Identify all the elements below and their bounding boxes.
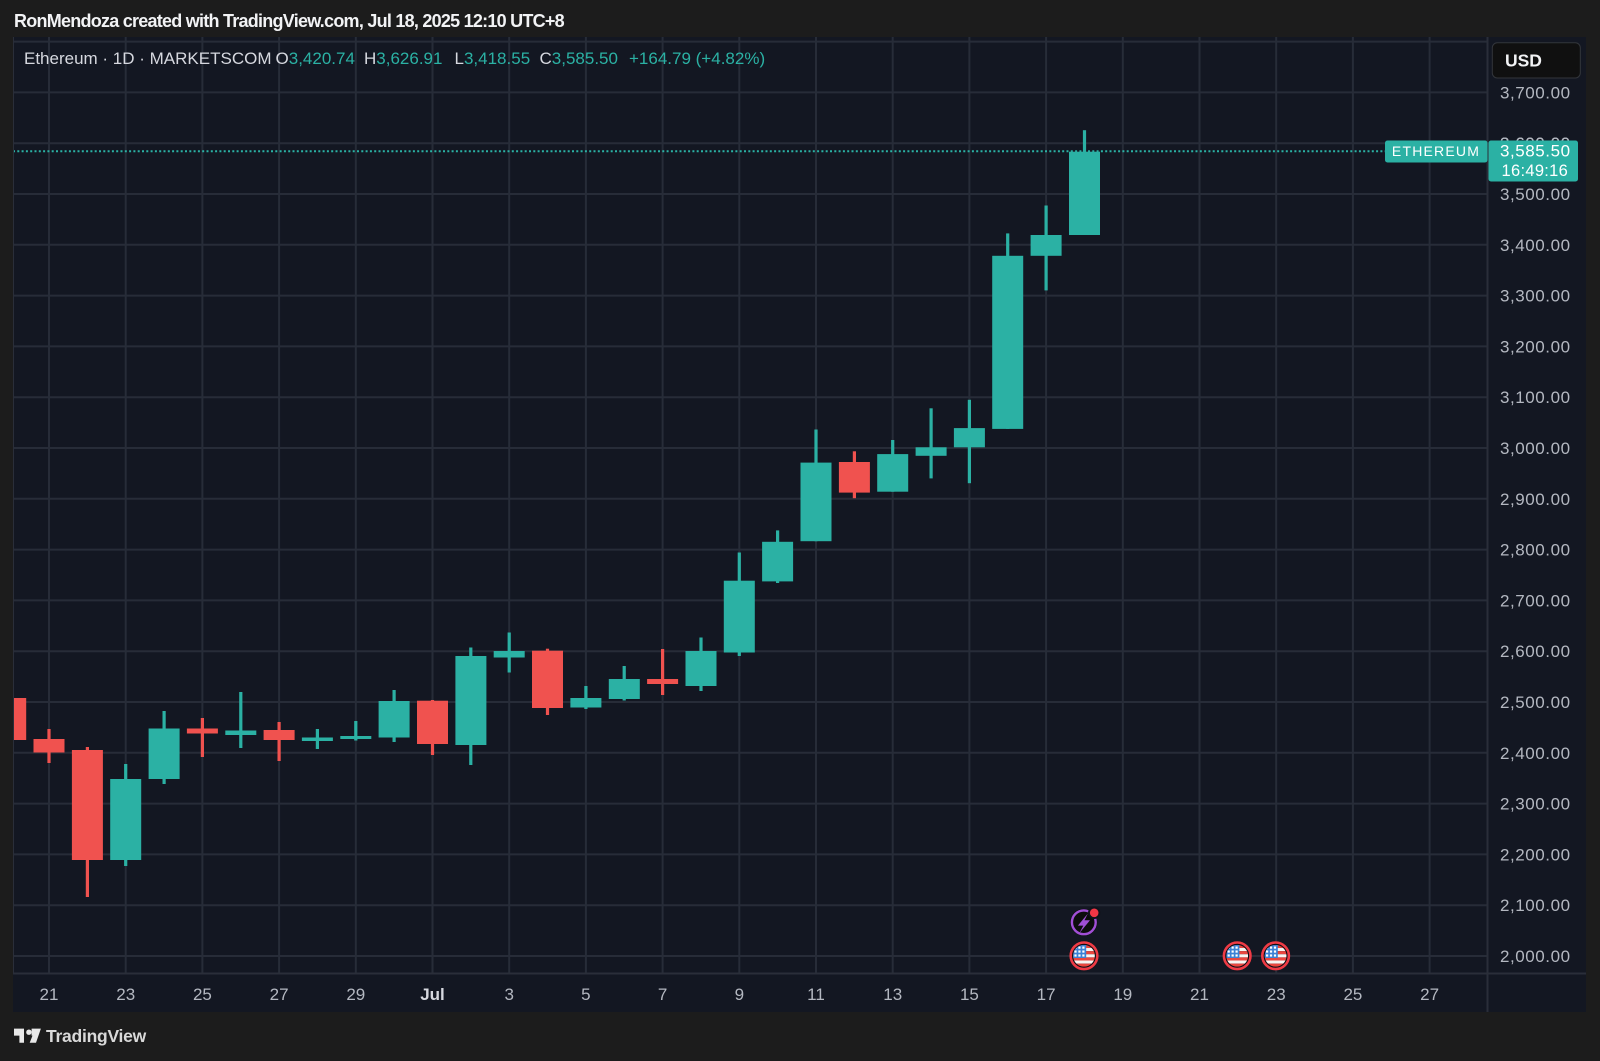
svg-text:15: 15: [960, 985, 979, 1004]
svg-text:3,400.00: 3,400.00: [1500, 236, 1571, 255]
svg-text:3,500.00: 3,500.00: [1500, 185, 1571, 204]
svg-text:11: 11: [807, 985, 825, 1004]
svg-text:2,400.00: 2,400.00: [1500, 744, 1571, 763]
svg-text:23: 23: [1267, 985, 1286, 1004]
svg-text:2,300.00: 2,300.00: [1500, 795, 1571, 814]
svg-text:25: 25: [1343, 985, 1362, 1004]
svg-text:USD: USD: [1505, 51, 1542, 71]
svg-text:3,585.50: 3,585.50: [1500, 142, 1571, 161]
svg-text:+164.79 (+4.82%): +164.79 (+4.82%): [629, 49, 765, 68]
svg-text:3: 3: [504, 985, 513, 1004]
svg-text:H3,626.91: H3,626.91: [364, 49, 442, 68]
svg-text:21: 21: [1190, 985, 1209, 1004]
svg-text:7: 7: [658, 985, 667, 1004]
svg-text:C3,585.50: C3,585.50: [540, 49, 618, 68]
svg-text:21: 21: [40, 985, 59, 1004]
svg-text:O3,420.74: O3,420.74: [276, 49, 355, 68]
svg-text:27: 27: [270, 985, 289, 1004]
svg-text:27: 27: [1420, 985, 1439, 1004]
svg-text:2,900.00: 2,900.00: [1500, 490, 1571, 509]
svg-text:19: 19: [1113, 985, 1132, 1004]
svg-text:23: 23: [116, 985, 135, 1004]
svg-text:16:49:16: 16:49:16: [1502, 162, 1569, 180]
svg-text:ETHEREUM: ETHEREUM: [1392, 143, 1480, 159]
svg-text:2,600.00: 2,600.00: [1500, 642, 1571, 661]
svg-text:3,100.00: 3,100.00: [1500, 388, 1571, 407]
svg-text:17: 17: [1037, 985, 1056, 1004]
svg-text:29: 29: [346, 985, 365, 1004]
svg-text:2,700.00: 2,700.00: [1500, 591, 1571, 610]
svg-text:2,000.00: 2,000.00: [1500, 947, 1571, 966]
svg-text:3,200.00: 3,200.00: [1500, 337, 1571, 356]
svg-text:3,700.00: 3,700.00: [1500, 83, 1571, 102]
svg-text:Jul: Jul: [420, 985, 445, 1004]
svg-text:5: 5: [581, 985, 590, 1004]
svg-text:3,300.00: 3,300.00: [1500, 287, 1571, 306]
svg-text:2,200.00: 2,200.00: [1500, 845, 1571, 864]
svg-text:2,500.00: 2,500.00: [1500, 693, 1571, 712]
svg-text:25: 25: [193, 985, 212, 1004]
svg-text:3,000.00: 3,000.00: [1500, 439, 1571, 458]
svg-text:2,800.00: 2,800.00: [1500, 541, 1571, 560]
svg-text:13: 13: [883, 985, 902, 1004]
svg-text:2,100.00: 2,100.00: [1500, 896, 1571, 915]
svg-text:Ethereum · 1D · MARKETSCOM: Ethereum · 1D · MARKETSCOM: [24, 49, 272, 68]
svg-text:9: 9: [735, 985, 744, 1004]
svg-text:L3,418.55: L3,418.55: [455, 49, 531, 68]
